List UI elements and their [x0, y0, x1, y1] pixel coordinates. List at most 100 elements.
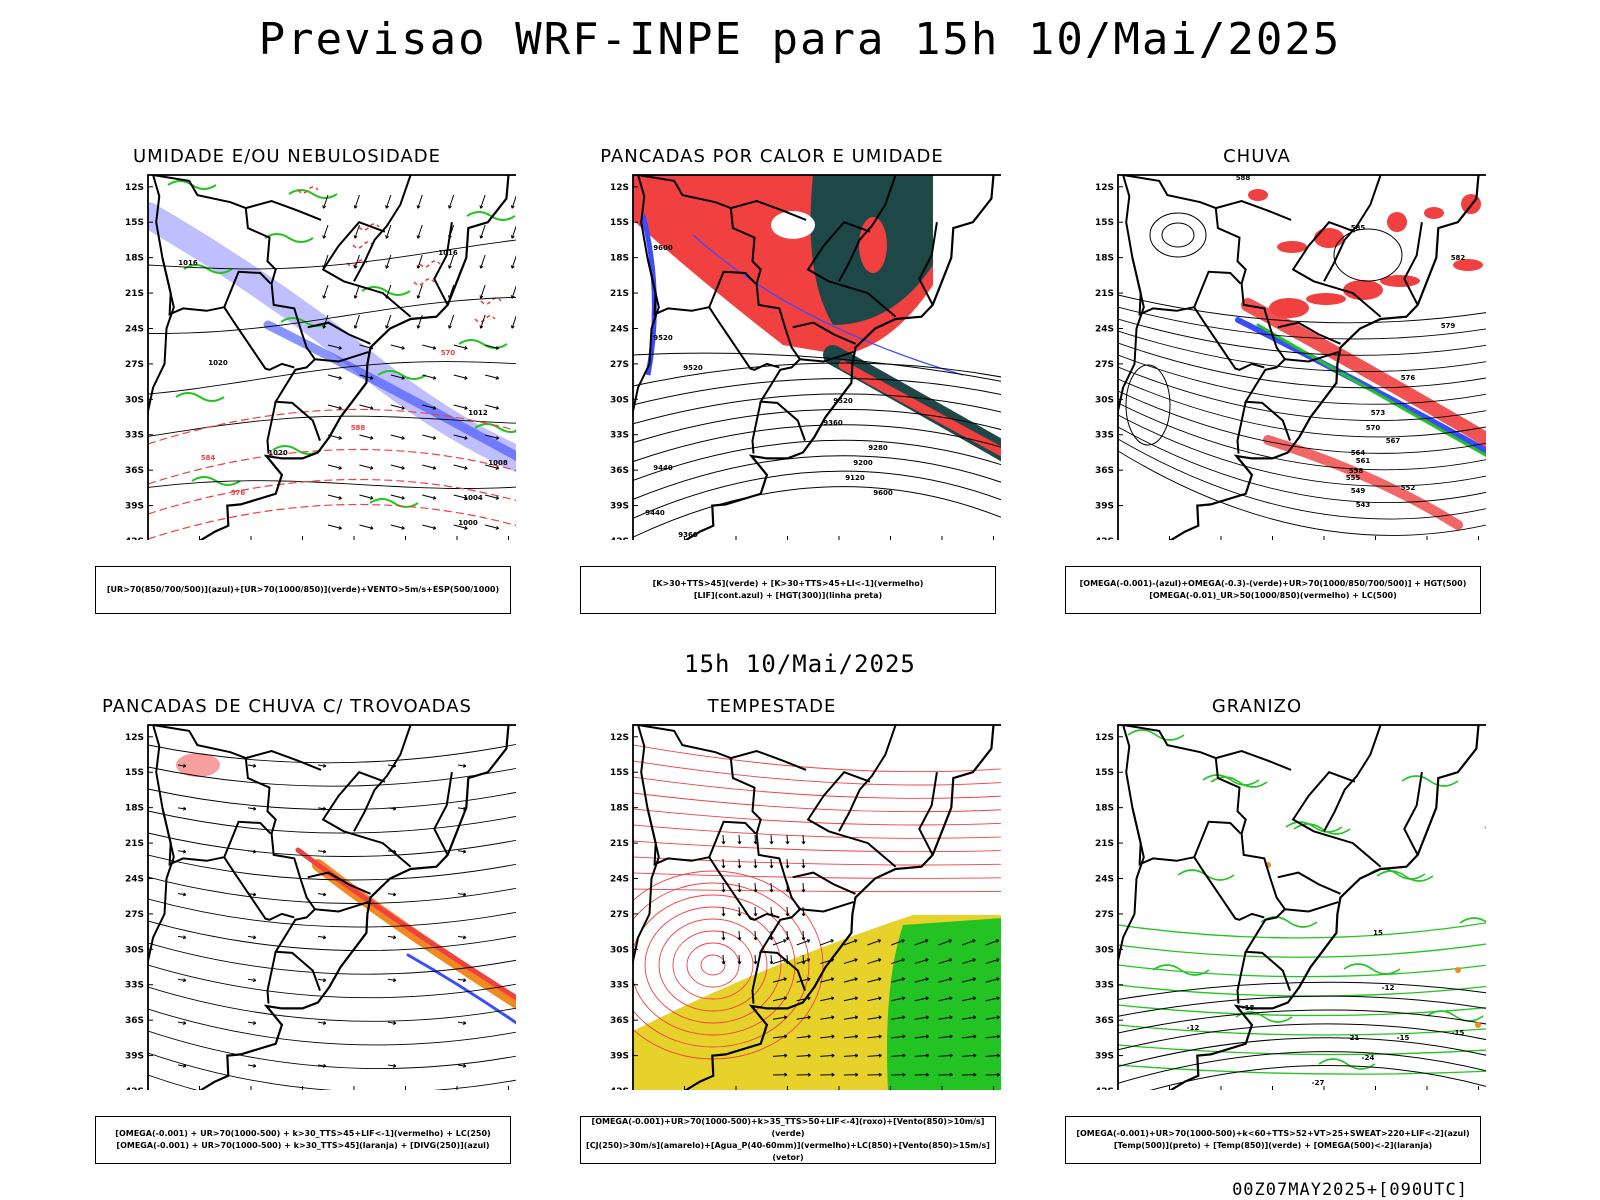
country-border	[1236, 951, 1247, 1004]
height-contour-closed	[1125, 364, 1171, 446]
lat-tick-label: 42S	[1095, 537, 1114, 540]
lat-tick-label: 33S	[1095, 981, 1114, 991]
wind-vector-head	[464, 405, 468, 410]
wind-vector	[453, 464, 468, 469]
wind-vector-head	[972, 996, 977, 1001]
low-level-humidity-contour	[288, 189, 338, 199]
lat-tick-label: 18S	[125, 254, 144, 264]
wind-vector-head	[902, 1034, 906, 1039]
wind-vector-head	[877, 958, 882, 962]
wind-vector	[891, 1016, 906, 1020]
streamline-850	[633, 808, 1001, 826]
wind-vector-head	[392, 1021, 397, 1025]
thickness-contour	[419, 260, 441, 268]
wind-vector-head	[721, 913, 726, 917]
wind-vector	[786, 834, 789, 845]
wind-vector-head	[737, 937, 742, 941]
wind-vector-head	[784, 1072, 788, 1077]
wind-vector-head	[948, 939, 952, 943]
wind-vector	[480, 314, 486, 329]
wind-vector	[843, 1054, 858, 1057]
wind-vector-head	[737, 913, 742, 917]
isobar	[148, 239, 516, 270]
wind-vector-head	[392, 978, 397, 983]
wind-vector-head	[322, 1063, 327, 1068]
water-contour	[700, 954, 726, 976]
wind-vector-head	[785, 865, 790, 869]
map-frame	[1117, 174, 1486, 540]
map-pancadas-calor: 9600 9520 9440 9360 9280 9200 9120 9600 9520 9520…	[610, 174, 1001, 540]
country-border	[799, 351, 854, 363]
wind-vector-head	[479, 325, 484, 329]
panel-legend: [UR>70(850/700/500)](azul)+[UR>70(1000/8…	[95, 566, 511, 614]
lat-tick-label: 39S	[610, 502, 629, 512]
wind-vector	[485, 494, 499, 499]
wind-vector	[772, 1054, 787, 1057]
contour-label: 573	[1371, 409, 1386, 417]
country-border	[1291, 221, 1382, 318]
wind-vector-head	[949, 1034, 953, 1039]
geopotential-contour	[633, 362, 1001, 387]
lat-tick-label: 12S	[1095, 733, 1114, 743]
wind-vector-head	[801, 961, 806, 965]
wind-vector	[772, 1016, 787, 1020]
country-border	[152, 175, 295, 371]
wind-vector	[453, 434, 468, 439]
height-contour	[1118, 342, 1486, 389]
wind-vector-head	[464, 465, 468, 470]
wind-vector-head	[807, 1034, 811, 1039]
legend-line: [OMEGA(-0.001)-(azul)+OMEGA(-0.3)-(verde…	[1079, 579, 1467, 588]
wind-vector	[359, 434, 374, 439]
wind-vector	[722, 834, 725, 845]
lat-tick-label: 18S	[125, 804, 144, 814]
wind-vector	[417, 284, 423, 299]
panel-title: CHUVA	[1223, 146, 1291, 167]
map-chuva: 5885855825795765735705675645615585555525…	[1095, 174, 1486, 540]
wind-vector-head	[416, 235, 421, 239]
wind-vector	[390, 344, 405, 349]
wind-vector	[422, 344, 436, 349]
country-border	[1277, 321, 1341, 345]
country-border	[1118, 257, 1145, 474]
country-border	[314, 901, 369, 913]
wind-vector	[323, 224, 329, 239]
country-border	[353, 725, 412, 832]
wind-vector-head	[510, 325, 515, 329]
panel-legend: [OMEGA(-0.001)-(azul)+OMEGA(-0.3)-(verde…	[1065, 566, 1481, 614]
country-border	[321, 221, 412, 318]
wind-vector-head	[495, 345, 500, 350]
wind-vector-head	[322, 1021, 327, 1025]
wind-vector-head	[902, 1053, 906, 1058]
lat-tick-label: 15S	[1095, 768, 1114, 778]
wind-vector	[448, 254, 455, 269]
rain-area-red	[1306, 293, 1346, 305]
wind-vector	[448, 284, 455, 299]
wind-vector	[422, 404, 436, 409]
country-border	[1193, 270, 1242, 308]
wind-vector	[354, 194, 360, 209]
wind-vector-head	[401, 495, 405, 500]
height-contour	[1118, 366, 1486, 422]
country-border	[792, 321, 856, 345]
contour-label: 9120	[845, 474, 865, 482]
wind-vector-head	[830, 996, 835, 1001]
wind-vector-head	[948, 977, 953, 982]
wind-vector	[327, 344, 342, 349]
wind-vector-head	[432, 375, 437, 380]
wind-vector-head	[479, 295, 484, 299]
country-border	[751, 401, 762, 454]
map-plot	[633, 725, 1001, 1090]
wind-vector-head	[806, 958, 811, 962]
contour-label: 588	[1236, 174, 1251, 182]
wind-vector	[938, 997, 953, 1002]
wind-vector	[820, 978, 834, 983]
wind-vector	[390, 374, 405, 379]
map-frame	[147, 724, 516, 1090]
contour-label: -12	[1382, 984, 1395, 992]
geopotential-contour	[633, 455, 1001, 500]
geopotential-contour	[633, 439, 1001, 481]
coastline	[199, 725, 510, 1090]
panel-tempestade: TEMPESTADE 12S 15S 18S 21S 24S 27S 30S 33S 36S 39…	[537, 696, 1007, 1171]
wind-vector-head	[831, 1015, 835, 1020]
wind-vector	[891, 978, 905, 983]
